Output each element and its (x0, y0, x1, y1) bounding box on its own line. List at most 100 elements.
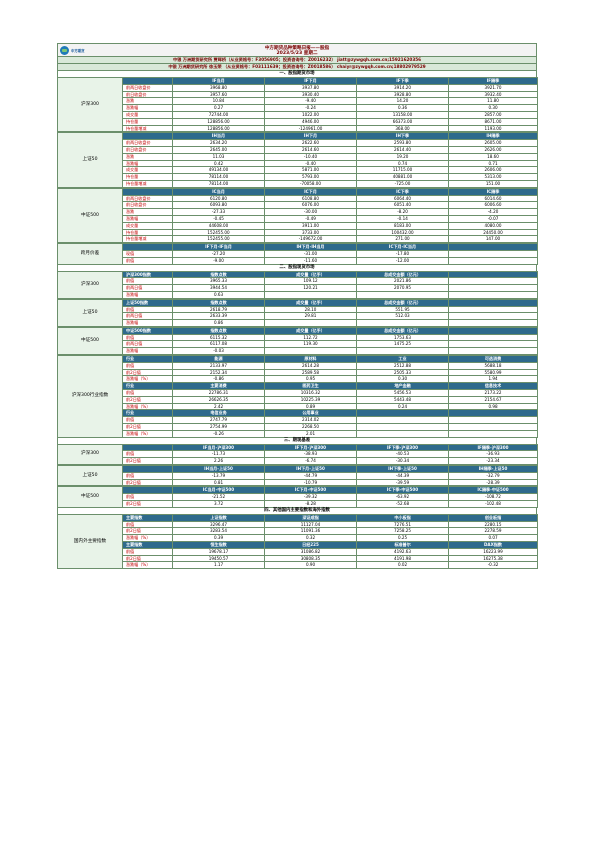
row-label: 前值 (122, 547, 173, 556)
table-cell: 0.27 (172, 104, 265, 112)
table-cell: -70058.00 (264, 179, 357, 188)
table-cell: 11.80 (448, 97, 538, 106)
table-cell: -0.14 (356, 214, 449, 223)
row-label: 前两日值 (122, 312, 173, 321)
column-header: IC当月 (172, 187, 265, 196)
table-cell: -40.53 (356, 450, 449, 459)
group-label: 国内外主要指数 (57, 513, 123, 570)
data-table: 中证500 IC当月 IC下月 IC下季 IC隔季 前两日收盘价 6120.80 6108.8… (57, 187, 538, 244)
table-cell: -0.49 (264, 214, 357, 223)
table-cell: 0.71 (448, 159, 538, 168)
table-cell: -0.86 (172, 375, 265, 384)
section-title: 四、其他国内主要指数和海外指数 (57, 507, 537, 514)
row-label: 前两日值 (122, 284, 173, 292)
table-cell: 11.03 (172, 152, 265, 161)
column-header (448, 409, 538, 418)
table-row: 涨跌幅 0.42 -0.40 0.74 0.71 (58, 159, 538, 168)
table-cell: -11.60 (264, 256, 357, 265)
column-header: 工业 (356, 355, 449, 363)
group-label: 沪深300 (57, 443, 123, 466)
table-cell: -38.93 (264, 450, 357, 459)
section-title: 一、股指期货市场 (57, 71, 537, 77)
table-cell: 2314.02 (264, 416, 357, 425)
table-cell: 2070.95 (356, 284, 449, 292)
column-header: 中小板指 (356, 513, 449, 522)
table-cell: 2512.88 (356, 361, 449, 370)
column-header: IF隔季 (448, 77, 538, 85)
row-label: 前值 (122, 493, 173, 502)
column-header: 地产金融 (356, 382, 449, 391)
data-table: 沪深300 沪深300指数 指数点数 成交量（亿手） 总成交金额（亿元） 前值 3965.3… (57, 270, 538, 299)
row-label: 前值 (122, 471, 173, 480)
group-label: 上证50 (57, 465, 123, 487)
table-cell: 10225.39 (264, 395, 357, 404)
table-row: 持仓量增减 152455.00 -149672.00 271.00 147.00 (58, 235, 538, 244)
table-row: 涨跌幅 0.86 (58, 319, 538, 327)
table-header-row: 沪深300 IF当月-沪深300 IF下月-沪深300 IF下季-沪深300 IF隔季-… (57, 443, 538, 466)
column-header: IH下季-上证50 (356, 465, 449, 473)
table-cell (448, 319, 538, 327)
table-cell: 128856.00 (172, 117, 265, 126)
table-row: 前值 6115.32 112.72 1753.63 (58, 333, 538, 342)
table-cell (356, 290, 449, 299)
table-cell: 5688.18 (448, 361, 538, 370)
table-row: 前2日值 3283.54 11091.36 7258.25 2278.59 (58, 527, 538, 536)
table-row: 涨跌幅 -0.45 -0.49 -0.14 -0.07 (58, 214, 538, 223)
column-header: 电信业务 (172, 409, 265, 418)
table-cell: -0.40 (264, 159, 357, 168)
column-header: 原材料 (264, 355, 357, 363)
row-label: 成交量 (122, 110, 173, 119)
table-row: 前值 -11.73 -38.93 -40.53 -36.93 (58, 450, 538, 459)
table-cell: 109.12 (264, 277, 357, 286)
table-cell: 6006.60 (448, 201, 538, 210)
table-row: 持仓量增减 78114.00 -70058.00 -725.00 151.00 (58, 179, 538, 188)
table-cell: -124961.00 (264, 124, 357, 133)
table-cell: 5313.00 (448, 173, 538, 181)
table-cell: 11715.00 (356, 166, 449, 175)
column-header: 公用事业 (264, 409, 357, 418)
table-cell: 4191.98 (356, 554, 449, 563)
column-header: 标准普尔 (356, 541, 449, 549)
column-header (448, 298, 538, 307)
table-cell: -0.45 (172, 214, 265, 223)
table-header-row: 沪深300行业指数 行业 能源 原材料 工业 可选消费 (57, 355, 538, 438)
row-header-label: 主要指数 (122, 541, 173, 549)
table-cell: 2021.86 (356, 277, 449, 286)
table-cell: -725.00 (356, 179, 449, 188)
table-row: 涨跌幅 0.63 (58, 290, 538, 299)
row-label: 涨跌 (122, 208, 173, 216)
table-cell: 2173.22 (448, 389, 538, 397)
report-header: 中方期货 中方期货品种策略日报——股指 2023/5/23 星期二 (57, 43, 537, 57)
group-label: 中证500 (57, 326, 123, 356)
table-cell: 2754.99 (172, 423, 265, 431)
table-row: 现值 -27.20 -31.00 -17.80 (58, 249, 538, 258)
data-table: 沪深300 IF当月 IF下月 IF下季 IF隔季 前两日收盘价 3968.80 3937.8… (57, 76, 538, 133)
table-cell: 44608.00 (172, 221, 265, 230)
table-row: 前2日值 26626.35 10225.39 5443.48 2154.67 (58, 395, 538, 404)
table-cell: 5443.48 (356, 395, 449, 404)
table-cell: -44.79 (264, 471, 357, 480)
table-cell (264, 319, 357, 327)
table-header-row: 上证50 IH当月-上证50 IH下月-上证50 IH下季-上证50 IH隔季-上证50 (57, 465, 538, 487)
table-cell (448, 347, 538, 356)
table-cell: 1193.00 (448, 124, 538, 133)
researcher-line-1: 中银 万洲期货研究所 贾晖桥（从业资格号：F3056905；投资咨询号：Z001… (57, 57, 537, 64)
researcher-line-2: 中银 万洲期货研究所 徐玉荣 （从业资格号：F03111639；投资咨询号：Z0… (57, 64, 537, 71)
row-label: 涨跌幅 (122, 347, 173, 356)
row-header-label: 上证50指数 (122, 298, 173, 307)
column-header: IC下月-IC当月 (356, 243, 449, 251)
table-cell: 0.32 (264, 534, 357, 542)
table-cell: 3921.70 (448, 83, 538, 92)
row-label: 涨跌 (122, 97, 173, 106)
table-cell: 10316.32 (264, 389, 357, 397)
table-cell: -0.32 (448, 561, 538, 570)
table-row: 持仓量 152455.00 3733.00 100432.00 24450.00 (58, 228, 538, 237)
table-cell: 3932.40 (448, 90, 538, 99)
table-cell: 152455.00 (172, 228, 265, 237)
column-header: IC下季 (356, 187, 449, 196)
data-table: 上证50 上证50指数 指数点数 成交量（亿手） 总成交金额（亿元） 前值 2618.79 2… (57, 298, 538, 327)
column-header: 总成交金额（亿元） (356, 298, 449, 307)
column-header: 信息技术 (448, 382, 538, 391)
table-cell: 1022.00 (264, 110, 357, 119)
table-cell: 0.25 (356, 534, 449, 542)
